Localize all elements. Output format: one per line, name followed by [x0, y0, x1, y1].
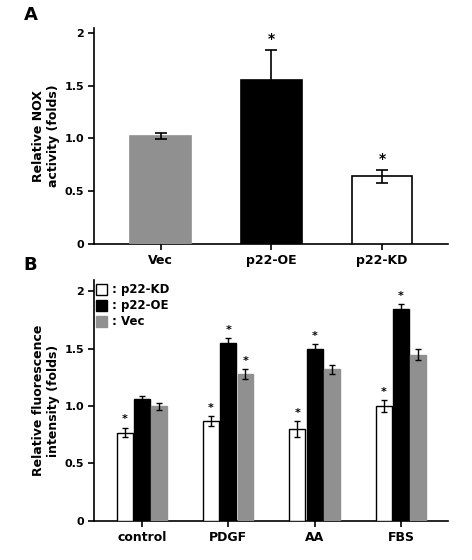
Bar — [151, 406, 167, 521]
Y-axis label: Relative NOX
activity (folds): Relative NOX activity (folds) — [32, 85, 60, 187]
Bar — [134, 399, 150, 521]
Legend: : p22-KD, : p22-OE, : Vec: : p22-KD, : p22-OE, : Vec — [93, 281, 172, 331]
Text: *: * — [379, 152, 386, 166]
Text: A: A — [24, 6, 37, 25]
Text: *: * — [225, 325, 231, 335]
Text: *: * — [312, 331, 318, 341]
Bar — [289, 429, 305, 521]
Bar — [117, 432, 133, 521]
Bar — [203, 421, 219, 521]
Bar — [324, 370, 340, 521]
Bar — [352, 176, 413, 244]
Bar — [220, 343, 236, 521]
Text: B: B — [24, 256, 37, 274]
Text: *: * — [268, 32, 275, 46]
Bar — [237, 374, 253, 521]
Y-axis label: Relative fluorescence
intensity (folds): Relative fluorescence intensity (folds) — [32, 325, 60, 476]
Text: *: * — [381, 387, 387, 397]
Text: *: * — [243, 356, 248, 366]
Bar — [410, 354, 426, 521]
Bar — [393, 309, 409, 521]
Text: *: * — [295, 408, 300, 418]
Text: *: * — [398, 291, 404, 301]
Text: *: * — [208, 403, 214, 413]
Bar — [307, 349, 322, 521]
Bar — [130, 136, 191, 244]
Bar — [376, 406, 392, 521]
Text: *: * — [122, 414, 127, 424]
Bar — [241, 80, 302, 244]
